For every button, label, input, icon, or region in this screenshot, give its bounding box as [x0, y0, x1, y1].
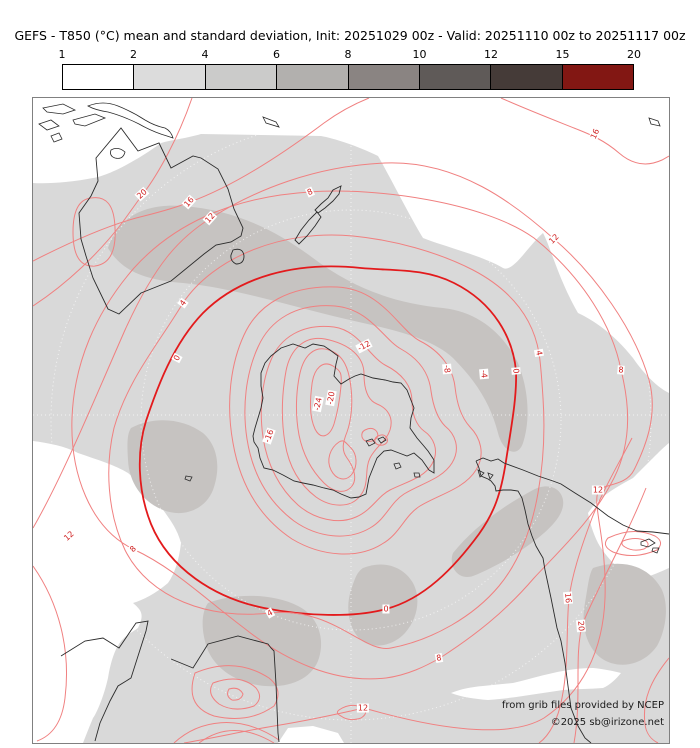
colorbar	[62, 64, 634, 90]
colorbar-tick-label: 6	[273, 48, 280, 61]
colorbar-tick-label: 4	[201, 48, 209, 61]
contour-label: 12	[356, 703, 370, 713]
coast-new-zealand-north	[314, 185, 342, 214]
contour-label: -4	[479, 368, 489, 380]
coastlines	[38, 102, 669, 743]
colorbar-tick-labels: 1 2 4 6 8 10 12 15 20	[58, 48, 642, 62]
colorbar-tick-label: 20	[627, 48, 641, 61]
chart-title: GEFS - T850 (°C) mean and standard devia…	[14, 28, 686, 43]
colorbar-segment	[205, 65, 278, 89]
coast-south-africa-west	[60, 620, 149, 742]
coast-south-africa-east	[170, 635, 280, 743]
colorbar-tick-label: 15	[555, 48, 570, 61]
temperature-contours	[33, 98, 669, 743]
coast-australia	[78, 127, 244, 315]
contour-label: 8	[434, 652, 444, 664]
colorbar-tick-label: 12	[484, 48, 498, 61]
colorbar-segment	[491, 65, 563, 89]
colorbar-segment	[419, 65, 492, 89]
contour-label: 16	[562, 591, 574, 605]
coast-south-america-west	[475, 460, 592, 743]
coast-antarctica	[252, 343, 435, 499]
contour-label: 0	[382, 604, 390, 614]
colorbar-segment	[277, 65, 349, 89]
colorbar-segment	[134, 65, 206, 89]
credit-copyright: ©2025 sb@irizone.net	[550, 717, 664, 728]
contour-label: 20	[575, 619, 587, 633]
coast-heard-island	[184, 475, 193, 482]
colorbar-tick-label: 8	[344, 48, 352, 61]
contour-label: -8	[442, 363, 452, 375]
contour-label: 8	[617, 365, 625, 375]
coast-south-america-east	[475, 457, 669, 535]
credit-ncep: from grib files provided by NCEP	[501, 700, 664, 711]
colorbar-segment	[63, 65, 135, 89]
map-canvas	[33, 98, 669, 743]
colorbar-tick-label: 2	[130, 48, 137, 61]
colorbar-tick-label: 1	[58, 48, 66, 61]
contour-label: 0	[511, 367, 521, 375]
coast-new-guinea	[87, 102, 174, 139]
shading-light	[33, 98, 669, 743]
coast-new-caledonia	[262, 116, 280, 128]
colorbar-segment	[562, 65, 633, 89]
contour-label: 12	[591, 485, 605, 495]
colorbar-tick-label: 10	[412, 48, 427, 61]
coast-falklands	[640, 538, 656, 548]
weather-map: 20 16 12 8 4 0 16 12 8 -8 -4 0 4 -12 -16 -20 -24 12 8 4 0 8 12…	[32, 97, 670, 744]
coast-small-island	[648, 117, 661, 127]
coast-new-zealand-south	[294, 211, 322, 245]
coast-tasmania	[230, 248, 245, 265]
colorbar-segment	[348, 65, 420, 89]
